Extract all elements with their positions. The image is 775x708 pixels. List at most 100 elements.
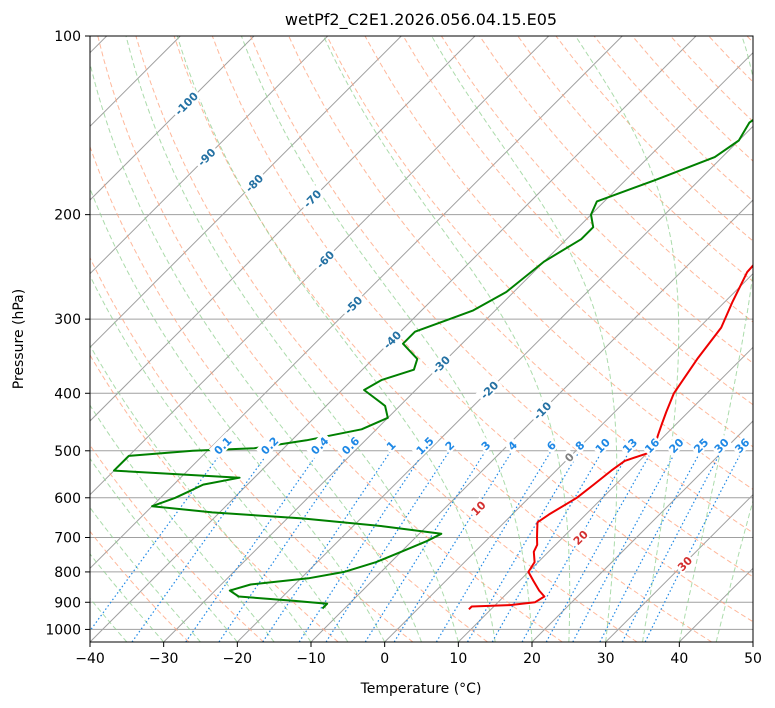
label-backing (503, 436, 521, 454)
moist-adiabat-line (323, 36, 571, 642)
chart-title: wetPf2_C2E1.2026.056.04.15.E05 (285, 10, 557, 30)
moist-adiabat-line (575, 36, 680, 642)
label-backing (440, 436, 458, 454)
moist-adiabat-line (90, 274, 349, 642)
dry-adiabat-line (250, 36, 753, 578)
label-backing (542, 436, 560, 454)
dry-adiabat-line (402, 36, 753, 406)
isotherm-line (384, 272, 753, 642)
moist-adiabat-line (90, 61, 422, 642)
mixing-ratio-line (521, 450, 631, 642)
label-backing (640, 434, 663, 457)
label-backing (673, 552, 696, 575)
x-tick-label: −30 (149, 651, 179, 667)
isotherm-line (90, 36, 329, 275)
moist-adiabat-line (125, 36, 459, 642)
label-backing (618, 434, 641, 457)
dry-adiabat-line (135, 36, 638, 642)
x-axis-title: Temperature (°C) (360, 681, 482, 697)
isotherm-line (90, 36, 255, 201)
x-tick-label: 0 (380, 651, 389, 667)
y-tick-label: 600 (54, 491, 81, 507)
label-backing (560, 448, 578, 466)
x-tick-label: −40 (75, 651, 105, 667)
label-backing (240, 169, 268, 197)
dry-adiabat-line (173, 36, 712, 642)
label-backing (475, 376, 503, 404)
moist-adiabat-line (90, 457, 238, 642)
mixing-ratio-label: 4 (503, 436, 521, 454)
y-tick-label: 800 (54, 565, 81, 581)
label-backing (528, 396, 556, 424)
label-backing (569, 526, 592, 549)
background-lines (90, 36, 753, 642)
mixing-ratio-line (364, 450, 487, 642)
x-tick-label: 50 (744, 651, 762, 667)
mixing-ratio-label: 3 (476, 436, 494, 454)
mixing-ratio-label: 1 (382, 436, 400, 454)
isotherm-label: 0 (560, 448, 578, 466)
y-tick-label: 100 (54, 29, 81, 45)
mixing-ratio-line (218, 450, 351, 642)
y-tick-label: 200 (54, 208, 81, 224)
dry-adiabat-line (90, 354, 339, 642)
x-tick-label: 40 (670, 651, 688, 667)
isotherm-line (457, 346, 753, 642)
y-tick-label: 900 (54, 595, 81, 611)
x-tick-label: −20 (223, 651, 253, 667)
plot-frame (89, 35, 754, 643)
label-backing (382, 436, 400, 454)
dry-adiabat-line (211, 36, 753, 623)
isotherm-line (90, 36, 550, 496)
dry-adiabat-line (90, 444, 264, 642)
mixing-ratio-label: 8 (570, 436, 588, 454)
y-tick-label: 300 (54, 312, 81, 328)
dewpoint-profile (113, 118, 753, 610)
dry-adiabat-line (90, 530, 190, 642)
mixing-ratio-line (572, 450, 677, 642)
isotherm-line (236, 125, 753, 642)
isotherm-line (531, 420, 753, 642)
label-backing (570, 436, 588, 454)
label-backing (411, 431, 438, 459)
mixing-ratio-line (599, 450, 702, 642)
label-backing (591, 434, 614, 457)
label-backing (339, 291, 367, 319)
label-backing (476, 436, 494, 454)
isotherm-line (90, 36, 623, 570)
moist-adiabat-line (90, 187, 386, 642)
y-tick-label: 1000 (45, 622, 81, 638)
moist-adiabat-line (240, 36, 533, 642)
label-backing (378, 326, 406, 353)
mixing-ratio-label: 2 (440, 436, 458, 454)
mixing-ratio-label: 6 (542, 436, 560, 454)
x-tick-label: −10 (296, 651, 326, 667)
x-tick-label: 10 (449, 651, 467, 667)
mixing-ratio-line (435, 450, 552, 642)
x-tick-label: 30 (597, 651, 615, 667)
isotherm-line (310, 199, 753, 642)
mixing-ratio-line (325, 450, 451, 642)
dry-adiabat-line (97, 36, 563, 642)
moist-adiabat-line (715, 498, 753, 642)
mixing-ratio-line (644, 450, 743, 642)
label-backing (170, 87, 202, 120)
label-backing (427, 350, 455, 378)
axes: −40 −30 −20 −10 0 10 20 30 40 5010020030040050060… (45, 29, 762, 667)
isotherm-line (163, 51, 753, 642)
moist-adiabat-line (176, 36, 496, 642)
label-backing (689, 434, 712, 457)
label-backing (336, 431, 364, 459)
label-backing (730, 434, 753, 457)
label-backing (208, 431, 236, 459)
label-backing (710, 434, 733, 457)
label-backing (664, 434, 687, 457)
mixing-ratio-line (90, 450, 224, 632)
label-backing (305, 431, 333, 459)
y-axis-title: Pressure (hPa) (11, 289, 27, 389)
dry-adiabat-line (90, 145, 488, 642)
label-backing (466, 496, 489, 519)
label-backing (255, 431, 283, 459)
mixing-ratio-line (262, 450, 392, 642)
